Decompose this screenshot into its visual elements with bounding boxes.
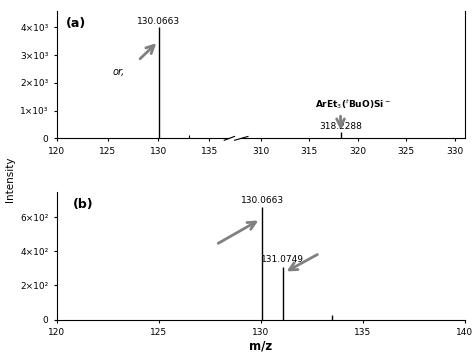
Text: 131.0749: 131.0749: [261, 255, 304, 264]
Text: Intensity: Intensity: [5, 157, 15, 202]
Text: or,: or,: [112, 67, 124, 77]
X-axis label: m/z: m/z: [249, 340, 273, 353]
Text: (a): (a): [65, 17, 86, 30]
Text: 130.0663: 130.0663: [240, 196, 283, 205]
Text: 130.0663: 130.0663: [137, 17, 180, 26]
Text: ArEt$_3$($^t$BuO)Si$^-$: ArEt$_3$($^t$BuO)Si$^-$: [315, 97, 391, 111]
Text: 318.2288: 318.2288: [319, 122, 362, 131]
Text: (b): (b): [73, 198, 94, 211]
